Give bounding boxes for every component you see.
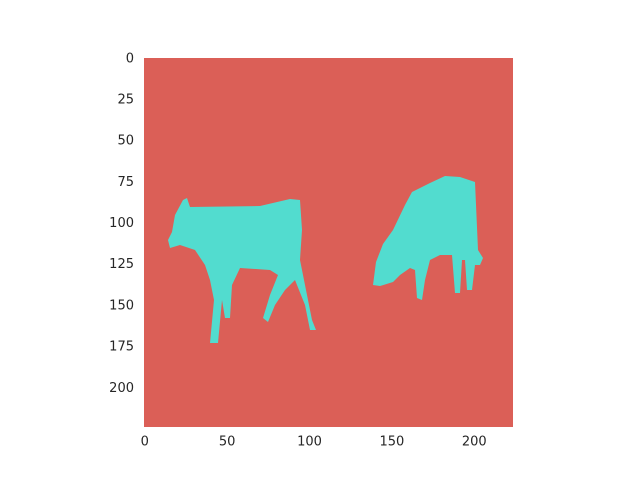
y-tick-label: 150 [109, 298, 134, 313]
x-tick-label: 50 [219, 435, 236, 450]
y-tick-label: 175 [109, 340, 134, 355]
x-tick-label: 100 [297, 435, 322, 450]
image-plot [144, 58, 513, 427]
y-tick-label: 0 [126, 51, 134, 66]
cow-mask [168, 198, 316, 343]
y-tick-label: 100 [109, 216, 134, 231]
y-tick-label: 200 [109, 381, 134, 396]
y-tick-label: 50 [117, 134, 134, 149]
y-tick-label: 125 [109, 257, 134, 272]
x-tick-label: 150 [380, 435, 405, 450]
y-tick-label: 75 [117, 175, 134, 190]
x-tick-label: 0 [141, 435, 149, 450]
y-tick-label: 25 [117, 93, 134, 108]
cow-mask [373, 176, 483, 300]
x-tick-label: 200 [462, 435, 487, 450]
